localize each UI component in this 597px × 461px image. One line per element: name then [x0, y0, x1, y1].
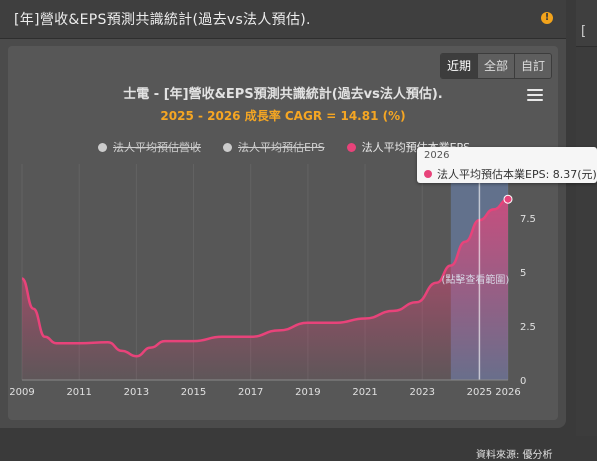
tooltip-date: 2026	[424, 150, 450, 161]
legend-label-eps: 法人平均預估EPS	[238, 141, 325, 154]
x-tick-label-2025: 2025	[467, 387, 492, 398]
chart-plot[interactable]: (點擊查看範圍) 2009 2011 2013 2015 2017 2019 2021 2023…	[8, 46, 558, 420]
x-tick-label-2019: 2019	[295, 387, 320, 398]
legend-dot-core-eps	[346, 142, 356, 152]
y-tick-label-5: 5	[520, 268, 526, 279]
x-tick-label-2017: 2017	[238, 387, 263, 398]
series-line-core-eps	[21, 197, 509, 358]
adjacent-panel-edge: [	[576, 0, 597, 436]
range-button-recent[interactable]: 近期	[441, 54, 479, 78]
panel-title: [年]營收&EPS預測共識統計(過去vs法人預估).	[14, 12, 311, 28]
chart-panel: [年]營收&EPS預測共識統計(過去vs法人預估). ! 近期 全部 自訂 士電…	[0, 0, 566, 461]
y-tick-label-2.5: 2.5	[520, 322, 536, 333]
range-selector: 近期 全部 自訂	[440, 53, 553, 79]
y-tick-label-7.5: 7.5	[520, 214, 536, 225]
x-tick-label-2015: 2015	[181, 387, 206, 398]
legend-dot-revenue	[98, 142, 107, 152]
tooltip-series-dot	[424, 170, 432, 178]
series-area-core-eps	[22, 199, 508, 380]
highlighted-point	[503, 194, 513, 204]
x-tick-label-2013: 2013	[124, 387, 149, 398]
legend-item-eps[interactable]: 法人平均預估EPS	[223, 139, 325, 155]
info-icon[interactable]: !	[541, 12, 553, 24]
chart-subtitle: 2025 - 2026 成長率 CAGR = 14.81 (%)	[160, 109, 406, 123]
chart-card: 近期 全部 自訂 士電 - [年]營收&EPS預測共識統計(過去vs法人預估).…	[8, 46, 558, 461]
x-tick-label-2021: 2021	[352, 387, 377, 398]
hamburger-menu-icon[interactable]	[526, 86, 544, 102]
y-tick-label-0: 0	[520, 376, 526, 387]
chart-title: 士電 - [年]營收&EPS預測共識統計(過去vs法人預估).	[123, 87, 443, 102]
legend-dot-eps	[223, 142, 232, 152]
x-tick-label-2026: 2026	[495, 387, 520, 398]
band-label: (點擊查看範圍)	[442, 273, 510, 286]
range-button-custom[interactable]: 自訂	[515, 54, 552, 78]
range-button-all[interactable]: 全部	[478, 54, 516, 78]
legend-label-revenue: 法人平均預估營收	[113, 141, 201, 154]
adjacent-panel-title: [	[581, 24, 587, 39]
x-tick-label-2009: 2009	[9, 387, 34, 398]
tooltip-row: 法人平均預估本業EPS: 8.37(元)	[424, 166, 597, 182]
chart-tooltip: 2026 法人平均預估本業EPS: 8.37(元)	[417, 147, 597, 183]
legend-item-revenue[interactable]: 法人平均預估營收	[98, 139, 201, 155]
x-tick-label-2011: 2011	[66, 387, 91, 398]
source-credit: 資料來源: 優分析	[476, 450, 553, 461]
panel-header: [年]營收&EPS預測共識統計(過去vs法人預估). !	[0, 0, 566, 39]
x-tick-label-2023: 2023	[410, 387, 435, 398]
adjacent-panel-header: [	[576, 0, 597, 47]
tooltip-value: 法人平均預估本業EPS: 8.37(元)	[437, 168, 597, 181]
